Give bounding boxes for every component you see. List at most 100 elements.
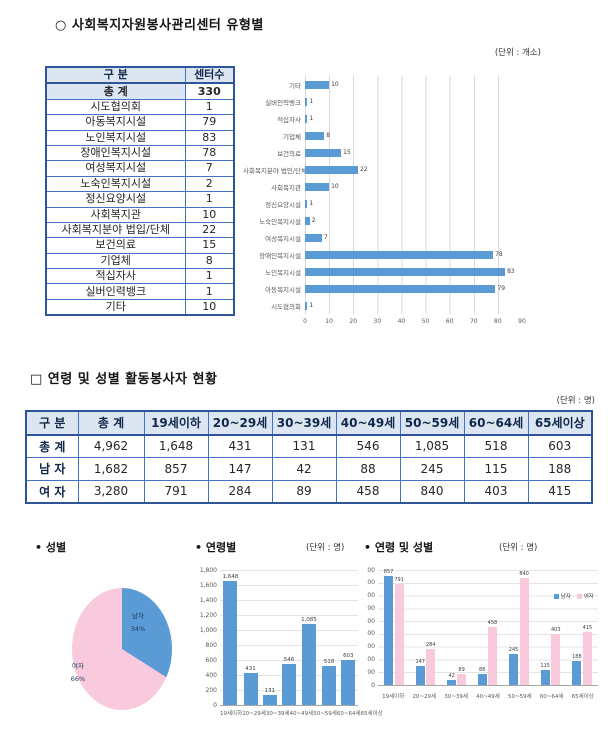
table-row: 사회복지분야 법입/단체 22: [45, 221, 235, 239]
table-cell: 노숙인복지시설: [45, 175, 186, 193]
value-label: 115: [540, 663, 550, 670]
y-tick-label: 00: [367, 566, 375, 574]
plot-area: 1,648 431 131 546 1,085 518 603: [220, 570, 358, 706]
value-label: 147: [415, 659, 425, 666]
table-cell: 458: [335, 479, 401, 504]
table-cell: 840: [399, 479, 465, 504]
value-label: 857: [383, 568, 394, 575]
category-label: 보건의료: [277, 149, 301, 158]
bar: [477, 673, 487, 685]
bar-column: 42: [447, 673, 457, 685]
table-cell: 7: [184, 160, 235, 177]
x-axis: 19세이하 20~29세 30~39세 40~49세 50~59세 60~64세 65세이상: [378, 692, 598, 700]
bar: [305, 131, 325, 140]
x-tick-label: 60~64세: [539, 694, 564, 700]
y-tick-label: 0: [371, 681, 375, 689]
bar: [305, 250, 494, 259]
value-label: 1,085: [301, 616, 317, 623]
y-tick-label: 800: [205, 641, 217, 649]
x-tick-label: 10: [325, 318, 333, 325]
bar-column: 88: [477, 667, 487, 685]
x-tick-label: 60: [445, 318, 454, 325]
legend-label: 여자: [583, 594, 594, 600]
table-cell: 403: [463, 479, 529, 504]
table-cell: 330: [184, 82, 235, 100]
bar-column: 284: [426, 642, 436, 685]
center-type-bar-chart: 기타 10 실버인력뱅크 1 적십자사 1 기업체 8 보건의료 15 사회복지분야 법인/단체 22…: [243, 66, 599, 338]
bar: [302, 623, 317, 705]
bar-column: 431: [243, 666, 258, 705]
table-row: 실버인력뱅크 1: [45, 283, 235, 300]
bar-column: 245: [509, 647, 519, 685]
table-cell: 284: [207, 479, 273, 504]
value-label: 1: [309, 115, 314, 122]
x-tick-label: 30~39세: [265, 711, 290, 717]
bar-rows: 기타 10 실버인력뱅크 1 적십자사 1 기업체 8 보건의료 15 사회복지분야 법인/단체 22…: [243, 76, 599, 314]
category-label: 여성복지시설: [265, 234, 301, 243]
bar-row: 장애인복지시설 78: [243, 246, 599, 263]
table-cell: 1: [184, 268, 235, 285]
y-tick-label: 00: [367, 592, 375, 600]
value-label: 415: [582, 625, 593, 631]
table-row: 장애인복지시설 78: [45, 144, 235, 162]
table-cell: 89: [271, 479, 337, 504]
bar: [305, 199, 308, 208]
value-label: 2: [311, 217, 316, 224]
bar: [551, 633, 561, 685]
table-cell: 10: [184, 298, 235, 316]
bar: [305, 267, 506, 276]
table-cell: 총 계: [45, 82, 186, 100]
y-tick-label: 200: [205, 686, 217, 694]
bar-column: 458: [487, 619, 498, 685]
bar: [509, 653, 519, 685]
y-tick-label: 00: [367, 668, 375, 676]
legend-swatch: [553, 593, 559, 599]
bar-group: 115 403: [540, 627, 561, 685]
table-cell: 여성복지시설: [45, 160, 186, 177]
value-label: 8: [326, 132, 331, 139]
value-label: 10: [331, 81, 339, 88]
column-header: 60~64세: [463, 410, 529, 436]
y-tick-label: 1,800: [199, 566, 217, 574]
table-cell: 603: [527, 434, 593, 458]
value-label: 22: [360, 166, 368, 173]
bar-row: 보건의료 15: [243, 144, 599, 161]
plot-area: 857 791 147 284 42 89 88 458 245 840 115 403 188 415 남…: [378, 568, 598, 686]
bar: [415, 666, 425, 685]
value-label: 15: [343, 149, 351, 156]
table-cell: 78: [184, 144, 235, 162]
age-gender-grouped-bar-chart: 00 00 00 00 00 00 00 00 00 0 857 791 147 284 42 89 88 458…: [362, 566, 606, 730]
x-tick-label: 19세이하: [382, 694, 405, 700]
bar: [582, 632, 592, 685]
bar-row: 실버인력뱅크 1: [243, 93, 599, 110]
value-label: 458: [487, 619, 498, 626]
category-label: 노인복지시설: [265, 268, 301, 277]
gender-pie-chart: 남자 34% 여자 66%: [30, 560, 195, 735]
x-tick-label: 65세이상: [360, 711, 383, 717]
table-cell: 88: [335, 457, 401, 481]
column-header: 총 계: [77, 410, 145, 436]
table-cell: 22: [184, 221, 235, 239]
bar-group: 245 840: [509, 571, 529, 685]
section2-unit-label: (단위 : 명): [556, 396, 595, 406]
bar: [447, 679, 457, 685]
bar-group: 88 458: [477, 619, 498, 685]
x-tick-label: 50~59세: [507, 694, 532, 700]
bar-row: 시도협의회 1: [243, 297, 599, 314]
y-tick-label: 00: [367, 617, 375, 625]
table-cell: 42: [271, 457, 337, 481]
table-cell: 10: [184, 206, 235, 223]
bar-column: 791: [394, 577, 404, 685]
bar-column: 1,648: [223, 574, 238, 705]
bar-group: 188 415: [572, 625, 592, 685]
bar: [305, 216, 310, 225]
x-axis: 0 10 20 30 40 50 60 70 80 90: [303, 318, 526, 328]
pie-slice-percent: 66%: [70, 675, 86, 683]
bar: [384, 575, 394, 685]
table-cell: 1,682: [77, 457, 145, 481]
bar-column: 147: [415, 659, 425, 685]
bar-column: 415: [582, 625, 593, 685]
table-cell: 4,962: [77, 434, 145, 458]
section2-title: □ 연령 및 성별 활동봉사자 현황: [30, 372, 218, 387]
